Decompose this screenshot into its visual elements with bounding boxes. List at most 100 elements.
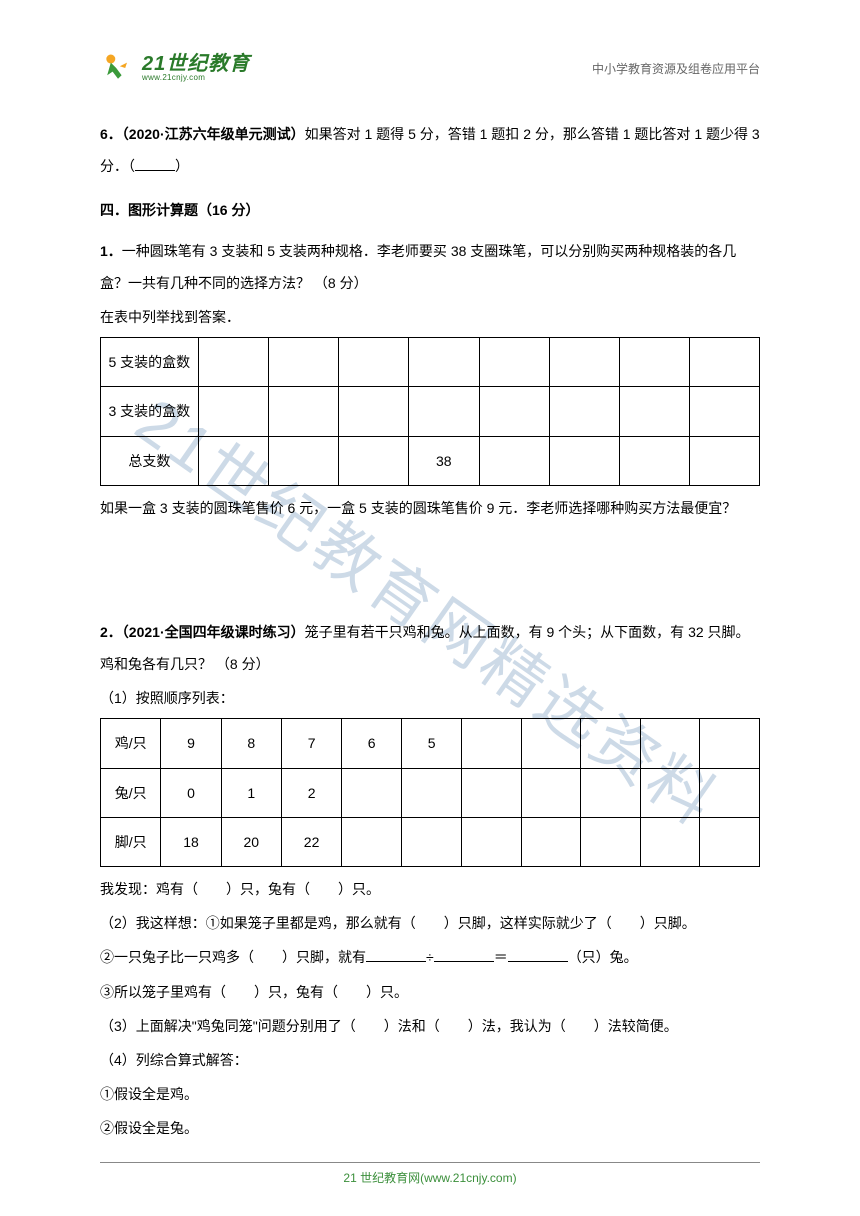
table-cell [479,387,549,436]
table-cell: 7 [281,719,341,768]
q4-2-sub2-2a: ②一只兔子比一只鸡多（ ）只脚，就有 [100,949,366,965]
table-cell: 6 [342,719,402,768]
table-cell [338,338,408,387]
table-cell [479,338,549,387]
table-cell [198,338,268,387]
table-cell [581,719,641,768]
table-cell [408,338,479,387]
table-cell: 0 [161,768,221,817]
q4-2-sub2-2: ②一只兔子比一只鸡多（ ）只脚，就有 ÷ ＝ （只）兔。 [100,941,760,973]
table-cell: 鸡/只 [101,719,161,768]
header-right-text: 中小学教育资源及组卷应用平台 [592,60,760,77]
table-cell: 18 [161,817,221,866]
q4-2-source: （2021·全国四年级课时练习） [122,624,305,640]
q4-1-table: 5 支装的盒数3 支装的盒数总支数 38 [100,337,760,486]
q4-2-sub2-3: ③所以笼子里鸡有（ ）只，兔有（ ）只。 [100,976,760,1008]
page-header: 21世纪教育 www.21cnjy.com 中小学教育资源及组卷应用平台 [100,50,760,86]
table-cell: 兔/只 [101,768,161,817]
table-cell [619,436,689,485]
logo-icon [100,50,136,86]
table-cell [700,719,760,768]
q4-2-sub4-1: ①假设全是鸡。 [100,1078,760,1110]
table-cell [338,387,408,436]
q4-2-table: 鸡/只98765 兔/只012 脚/只182022 [100,718,760,867]
table-cell: 脚/只 [101,817,161,866]
table-cell [462,719,522,768]
table-cell: 5 [402,719,462,768]
q4-1-text3: 如果一盒 3 支装的圆珠笔售价 6 元，一盒 5 支装的圆珠笔售价 9 元．李老… [100,492,760,524]
page-footer: 21 世纪教育网(www.21cnjy.com) [100,1162,760,1186]
q6-blank[interactable] [135,157,175,171]
table-cell [402,817,462,866]
q4-2-sub2-2d: （只）兔。 [568,949,638,965]
table-cell: 8 [221,719,281,768]
table-cell: 9 [161,719,221,768]
logo: 21世纪教育 www.21cnjy.com [100,50,250,86]
table-cell [689,436,759,485]
table-cell [581,768,641,817]
q4-2-sub1: （1）按照顺序列表： [100,682,760,714]
table-cell [581,817,641,866]
table-cell [521,719,581,768]
table-cell [408,387,479,436]
table-cell [402,768,462,817]
table-cell: 2 [281,768,341,817]
q4-2-sub2-2b: ÷ [426,949,434,965]
blank-3[interactable] [508,948,568,962]
question-6: 6．（2020·江苏六年级单元测试）如果答对 1 题得 5 分，答错 1 题扣 … [100,118,760,182]
table-cell [521,768,581,817]
table-cell [700,768,760,817]
q4-1: 1．一种圆珠笔有 3 支装和 5 支装两种规格．李老师要买 38 支圈珠笔，可以… [100,235,760,299]
q4-2: 2．（2021·全国四年级课时练习）笼子里有若干只鸡和兔。从上面数，有 9 个头… [100,616,760,680]
table-cell [462,817,522,866]
spacer [100,526,760,616]
table-cell [689,387,759,436]
q4-1-num: 1． [100,243,122,259]
logo-main-text: 21世纪教育 [142,54,250,74]
table-cell [640,817,700,866]
table-cell [619,338,689,387]
table-cell [640,768,700,817]
table-cell [342,817,402,866]
section-4-title: 四．图形计算题（16 分） [100,194,760,226]
q4-1-text1: 一种圆珠笔有 3 支装和 5 支装两种规格．李老师要买 38 支圈珠笔，可以分别… [100,243,736,291]
q4-2-sub2-1: （2）我这样想：①如果笼子里都是鸡，那么就有（ ）只脚，这样实际就少了（ ）只脚… [100,907,760,939]
table-cell: 总支数 [101,436,199,485]
blank-1[interactable] [366,948,426,962]
footer-text: 21 世纪教育网(www.21cnjy.com) [343,1171,516,1185]
table-cell: 20 [221,817,281,866]
q4-2-sub3: （3）上面解决"鸡兔同笼"问题分别用了（ ）法和（ ）法，我认为（ ）法较简便。 [100,1010,760,1042]
table-cell: 3 支装的盒数 [101,387,199,436]
q4-2-sub4-2: ②假设全是兔。 [100,1112,760,1144]
table-cell: 1 [221,768,281,817]
q4-2-found: 我发现：鸡有（ ）只，兔有（ ）只。 [100,873,760,905]
blank-2[interactable] [434,948,494,962]
table-cell [521,817,581,866]
table-cell [700,817,760,866]
table-cell [619,387,689,436]
table-cell [198,436,268,485]
table-cell [549,338,619,387]
q6-source: （2020·江苏六年级单元测试） [122,126,305,142]
table-cell [640,719,700,768]
table-cell [198,387,268,436]
table-cell: 38 [408,436,479,485]
table-cell [342,768,402,817]
table-cell [549,436,619,485]
table-cell [268,436,338,485]
q4-2-sub2-2c: ＝ [494,949,508,965]
table-cell [549,387,619,436]
q4-1-text2: 在表中列举找到答案． [100,301,760,333]
table-cell [479,436,549,485]
q4-2-num: 2． [100,624,122,640]
q6-text-b: ） [175,158,189,174]
table-cell [462,768,522,817]
table-cell: 5 支装的盒数 [101,338,199,387]
q6-num: 6． [100,126,122,142]
table-cell: 22 [281,817,341,866]
table-cell [338,436,408,485]
table-cell [268,338,338,387]
table-cell [689,338,759,387]
table-cell [268,387,338,436]
q4-2-sub4: （4）列综合算式解答： [100,1044,760,1076]
